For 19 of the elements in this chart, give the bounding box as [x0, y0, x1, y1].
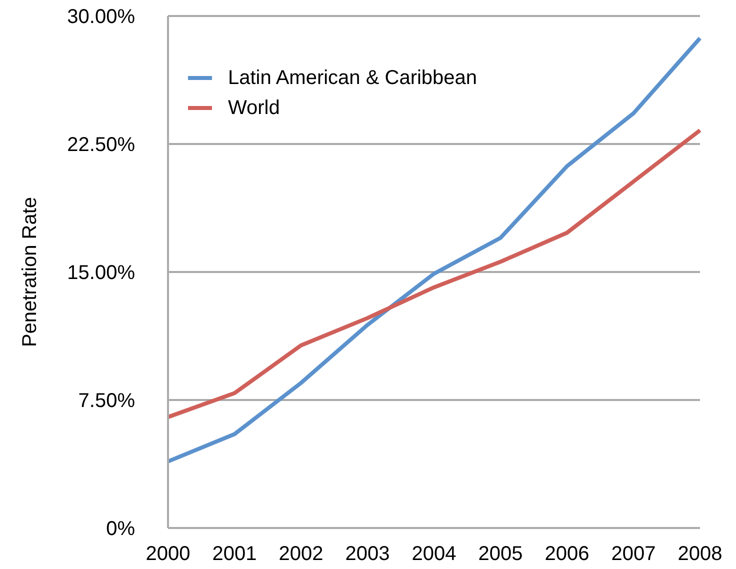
line-series	[166, 128, 702, 420]
line-series	[166, 36, 702, 464]
y-tick-label: 0%	[106, 518, 136, 540]
y-tick-label: 30.00%	[67, 6, 136, 28]
legend-label: Latin American & Caribbean	[228, 66, 478, 90]
x-tick-label: 2004	[412, 543, 456, 566]
y-tick-label: 22.50%	[67, 134, 136, 156]
y-axis-title: Penetration Rate	[19, 196, 41, 348]
x-tick-label: 2005	[478, 543, 523, 566]
x-tick-label: 2003	[345, 543, 390, 566]
x-tick-label: 2002	[278, 543, 324, 566]
x-tick-label: 2007	[611, 543, 656, 566]
legend-label: World	[228, 96, 280, 120]
y-tick-label: 15.00%	[67, 262, 136, 284]
x-tick-label: 2000	[146, 543, 190, 566]
x-tick-label: 2006	[544, 543, 590, 566]
y-tick-label: 7.50%	[78, 390, 136, 412]
x-tick-label: 2008	[678, 543, 722, 566]
x-tick-label: 2001	[212, 543, 257, 566]
